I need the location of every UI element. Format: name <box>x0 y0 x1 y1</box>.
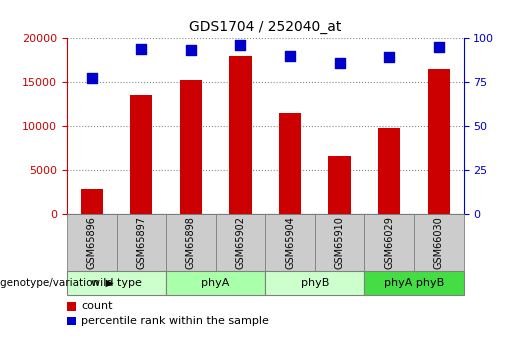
Point <box>187 48 195 53</box>
Text: GSM65902: GSM65902 <box>235 216 246 269</box>
Bar <box>427 69 450 214</box>
Text: wild type: wild type <box>91 278 142 288</box>
Bar <box>329 156 351 214</box>
Bar <box>229 56 252 214</box>
Bar <box>80 189 103 214</box>
Point <box>435 44 443 49</box>
Point <box>286 53 294 58</box>
Bar <box>130 95 152 214</box>
Text: GSM65910: GSM65910 <box>335 216 345 269</box>
Bar <box>180 80 202 214</box>
Text: GSM66029: GSM66029 <box>384 216 394 269</box>
Point <box>335 60 344 65</box>
Text: percentile rank within the sample: percentile rank within the sample <box>81 316 269 326</box>
Point <box>236 42 245 48</box>
Bar <box>378 128 400 214</box>
Point <box>137 46 145 51</box>
Text: GSM66030: GSM66030 <box>434 216 444 269</box>
Text: phyB: phyB <box>301 278 329 288</box>
Text: GSM65896: GSM65896 <box>87 216 97 269</box>
Text: GSM65904: GSM65904 <box>285 216 295 269</box>
Text: phyA: phyA <box>201 278 230 288</box>
Text: count: count <box>81 301 113 311</box>
Text: GSM65897: GSM65897 <box>136 216 146 269</box>
Bar <box>279 113 301 214</box>
Title: GDS1704 / 252040_at: GDS1704 / 252040_at <box>189 20 341 34</box>
Point <box>88 76 96 81</box>
Text: GSM65898: GSM65898 <box>186 216 196 269</box>
Text: phyA phyB: phyA phyB <box>384 278 444 288</box>
Point <box>385 55 393 60</box>
Text: genotype/variation  ▶: genotype/variation ▶ <box>0 278 114 288</box>
